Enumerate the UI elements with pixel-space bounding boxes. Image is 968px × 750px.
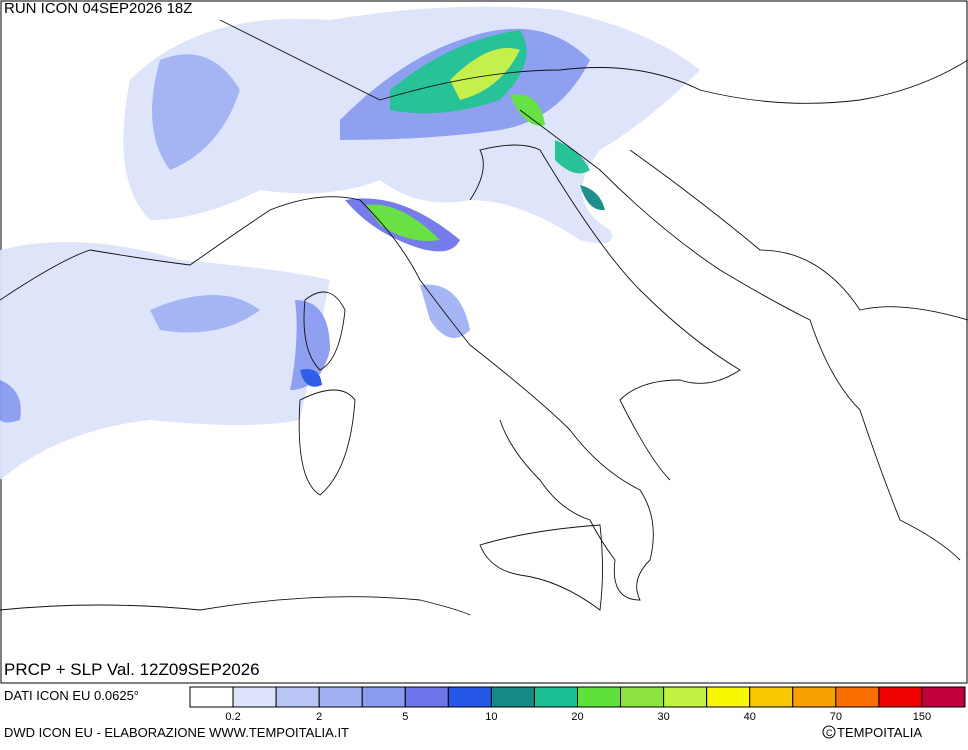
colorbar-swatch (232, 686, 277, 708)
colorbar-swatch (189, 686, 234, 708)
colorbar: 0.2 2 5 10 20 30 40 70 150 (189, 686, 966, 723)
source-label: DATI ICON EU 0.0625° (4, 688, 139, 703)
colorbar-label: 0.2 (225, 711, 240, 723)
colorbar-swatch (490, 686, 535, 708)
run-title: RUN ICON 04SEP2026 18Z (4, 0, 192, 17)
colorbar-label: 40 (744, 711, 756, 723)
colorbar-swatch (663, 686, 708, 708)
coastlines (0, 19, 968, 616)
colorbar-swatch (620, 686, 665, 708)
precip-field (0, 6, 701, 480)
colorbar-swatch (792, 686, 837, 708)
colorbar-swatch (921, 686, 966, 708)
map: RUN ICON 04SEP2026 18Z PRCP + SLP Val. 1… (0, 0, 968, 684)
colorbar-swatch (275, 686, 320, 708)
valid-caption: PRCP + SLP Val. 12Z09SEP2026 (4, 660, 260, 679)
copyright-symbol (822, 725, 836, 739)
colorbar-swatch (318, 686, 363, 708)
colorbar-label: 10 (485, 711, 497, 723)
colorbar-swatch (835, 686, 880, 708)
colorbar-label: 30 (657, 711, 669, 723)
colorbar-swatch (361, 686, 406, 708)
colorbar-swatch (878, 686, 923, 708)
copyright-label: TEMPOITALIA (837, 725, 922, 740)
colorbar-label: 70 (830, 711, 842, 723)
colorbar-label: 2 (316, 711, 322, 723)
colorbar-label: 5 (402, 711, 408, 723)
colorbar-swatch (706, 686, 751, 708)
colorbar-swatch (447, 686, 492, 708)
colorbar-swatch (749, 686, 794, 708)
colorbar-label: 20 (571, 711, 583, 723)
copyright: C TEMPOITALIA (822, 725, 922, 740)
colorbar-swatch (577, 686, 622, 708)
colorbar-swatch (404, 686, 449, 708)
credit-label: DWD ICON EU - ELABORAZIONE WWW.TEMPOITAL… (4, 725, 349, 740)
colorbar-swatch (533, 686, 579, 708)
colorbar-label: 150 (913, 711, 931, 723)
copyright-c: C (826, 728, 833, 738)
